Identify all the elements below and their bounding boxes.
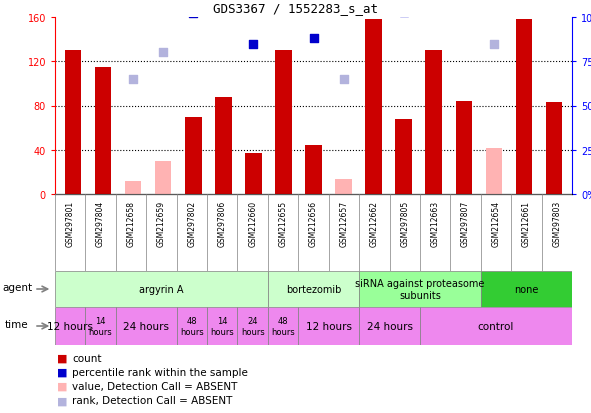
Text: GSM212659: GSM212659	[157, 201, 166, 247]
Text: 12 hours: 12 hours	[47, 321, 93, 331]
Text: GSM212658: GSM212658	[126, 201, 135, 247]
Point	[189, 11, 198, 18]
Bar	[486, 148, 502, 195]
Text: percentile rank within the sample: percentile rank within the sample	[72, 367, 248, 377]
Text: agent: agent	[3, 282, 33, 292]
Text: siRNA against proteasome
subunits: siRNA against proteasome subunits	[355, 278, 485, 300]
Text: GSM297802: GSM297802	[187, 201, 196, 247]
Point	[128, 76, 138, 83]
Text: count: count	[72, 353, 102, 363]
Bar	[65, 51, 82, 195]
Bar	[268, 307, 298, 345]
Text: GSM212656: GSM212656	[309, 201, 318, 247]
Text: GSM212657: GSM212657	[339, 201, 349, 247]
Point	[399, 9, 408, 16]
Bar	[420, 307, 572, 345]
Text: value, Detection Call = ABSENT: value, Detection Call = ABSENT	[72, 381, 238, 391]
Bar	[298, 307, 359, 345]
Text: bortezomib: bortezomib	[286, 284, 341, 294]
Text: rank, Detection Call = ABSENT: rank, Detection Call = ABSENT	[72, 395, 232, 405]
Text: ■: ■	[57, 367, 67, 377]
Bar	[116, 307, 177, 345]
Text: GSM297804: GSM297804	[96, 201, 105, 247]
Bar	[359, 271, 480, 307]
Text: GSM297801: GSM297801	[66, 201, 74, 247]
Bar	[275, 51, 292, 195]
Text: GSM212654: GSM212654	[492, 201, 501, 247]
Bar	[480, 271, 572, 307]
Point	[489, 41, 499, 48]
Text: 48
hours: 48 hours	[271, 316, 295, 336]
Bar	[185, 117, 202, 195]
Text: GSM212660: GSM212660	[248, 201, 257, 247]
Point	[249, 41, 258, 48]
Text: ■: ■	[57, 381, 67, 391]
Point	[158, 50, 168, 57]
Bar	[268, 271, 359, 307]
Text: 24
hours: 24 hours	[241, 316, 265, 336]
Bar	[215, 97, 232, 195]
Bar	[55, 271, 268, 307]
Bar	[335, 179, 352, 195]
Bar	[305, 146, 322, 195]
Bar	[426, 51, 442, 195]
Bar	[207, 307, 238, 345]
Text: 12 hours: 12 hours	[306, 321, 352, 331]
Text: GSM297807: GSM297807	[461, 201, 470, 247]
Text: GSM212662: GSM212662	[370, 201, 379, 247]
Bar	[177, 307, 207, 345]
Text: 14
hours: 14 hours	[89, 316, 112, 336]
Text: GSM212655: GSM212655	[278, 201, 288, 247]
Text: GSM212661: GSM212661	[522, 201, 531, 247]
Text: ■: ■	[57, 353, 67, 363]
Text: GSM297806: GSM297806	[217, 201, 227, 247]
Bar	[55, 307, 86, 345]
Text: none: none	[514, 284, 538, 294]
Text: GSM297803: GSM297803	[553, 201, 561, 247]
Text: 48
hours: 48 hours	[180, 316, 204, 336]
Bar	[86, 307, 116, 345]
Text: 24 hours: 24 hours	[366, 321, 413, 331]
Text: 14
hours: 14 hours	[210, 316, 234, 336]
Text: control: control	[478, 321, 514, 331]
Bar	[359, 307, 420, 345]
Bar	[515, 20, 532, 195]
Text: GDS3367 / 1552283_s_at: GDS3367 / 1552283_s_at	[213, 2, 378, 15]
Bar	[238, 307, 268, 345]
Text: 24 hours: 24 hours	[124, 321, 169, 331]
Bar	[95, 68, 111, 195]
Bar	[125, 181, 141, 195]
Bar	[155, 161, 171, 195]
Bar	[456, 102, 472, 195]
Point	[339, 76, 348, 83]
Point	[309, 36, 318, 43]
Text: ■: ■	[57, 395, 67, 405]
Bar	[245, 154, 262, 195]
Text: GSM297805: GSM297805	[400, 201, 409, 247]
Text: argyrin A: argyrin A	[139, 284, 184, 294]
Text: time: time	[4, 319, 28, 329]
Bar	[365, 20, 382, 195]
Text: GSM212663: GSM212663	[431, 201, 440, 247]
Bar	[395, 119, 412, 195]
Bar	[545, 103, 562, 195]
